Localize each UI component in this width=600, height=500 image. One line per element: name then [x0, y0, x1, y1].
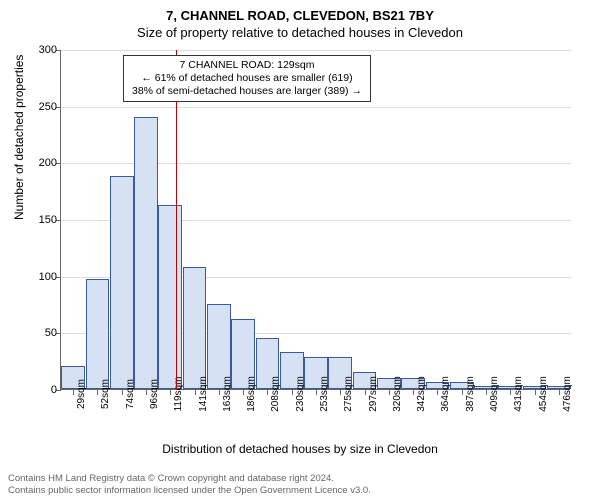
gridline: [61, 50, 571, 51]
xtick-mark: [267, 390, 268, 395]
xtick-mark: [413, 390, 414, 395]
y-axis-label: Number of detached properties: [12, 55, 26, 220]
xtick-mark: [146, 390, 147, 395]
xtick-mark: [219, 390, 220, 395]
annotation-box: 7 CHANNEL ROAD: 129sqm← 61% of detached …: [123, 55, 371, 102]
footer-line-1: Contains HM Land Registry data © Crown c…: [8, 473, 371, 484]
xtick-label: 431sqm: [513, 376, 524, 412]
xtick-mark: [170, 390, 171, 395]
xtick-mark: [243, 390, 244, 395]
xtick-mark: [486, 390, 487, 395]
xtick-mark: [340, 390, 341, 395]
histogram-bar: [183, 267, 207, 389]
ytick-label: 0: [33, 384, 57, 396]
chart-area: 05010015020025030029sqm52sqm74sqm96sqm11…: [60, 50, 570, 390]
annotation-line: 7 CHANNEL ROAD: 129sqm: [132, 59, 362, 72]
histogram-bar: [86, 279, 110, 389]
xtick-mark: [316, 390, 317, 395]
histogram-bar: [134, 117, 158, 389]
xtick-mark: [535, 390, 536, 395]
xtick-mark: [292, 390, 293, 395]
xtick-mark: [195, 390, 196, 395]
xtick-label: 409sqm: [489, 376, 500, 412]
chart-title-main: 7, CHANNEL ROAD, CLEVEDON, BS21 7BY: [0, 0, 600, 23]
histogram-bar: [158, 205, 182, 389]
xtick-mark: [437, 390, 438, 395]
xtick-mark: [122, 390, 123, 395]
x-axis-label: Distribution of detached houses by size …: [0, 442, 600, 456]
ytick-label: 150: [33, 214, 57, 226]
ytick-label: 300: [33, 44, 57, 56]
xtick-mark: [365, 390, 366, 395]
xtick-mark: [97, 390, 98, 395]
annotation-line: 38% of semi-detached houses are larger (…: [132, 85, 362, 98]
ytick-label: 200: [33, 157, 57, 169]
chart-container: 7, CHANNEL ROAD, CLEVEDON, BS21 7BY Size…: [0, 0, 600, 500]
ytick-label: 50: [33, 327, 57, 339]
xtick-mark: [510, 390, 511, 395]
gridline: [61, 107, 571, 108]
xtick-label: 476sqm: [562, 376, 573, 412]
annotation-line: ← 61% of detached houses are smaller (61…: [132, 72, 362, 85]
xtick-mark: [559, 390, 560, 395]
ytick-label: 100: [33, 271, 57, 283]
xtick-label: 454sqm: [538, 376, 549, 412]
footer-attribution: Contains HM Land Registry data © Crown c…: [8, 473, 371, 496]
xtick-mark: [73, 390, 74, 395]
histogram-bar: [110, 176, 134, 389]
plot-region: 05010015020025030029sqm52sqm74sqm96sqm11…: [60, 50, 570, 390]
footer-line-2: Contains public sector information licen…: [8, 485, 371, 496]
xtick-label: 387sqm: [465, 376, 476, 412]
chart-title-sub: Size of property relative to detached ho…: [0, 23, 600, 40]
xtick-mark: [462, 390, 463, 395]
ytick-label: 250: [33, 101, 57, 113]
xtick-mark: [389, 390, 390, 395]
